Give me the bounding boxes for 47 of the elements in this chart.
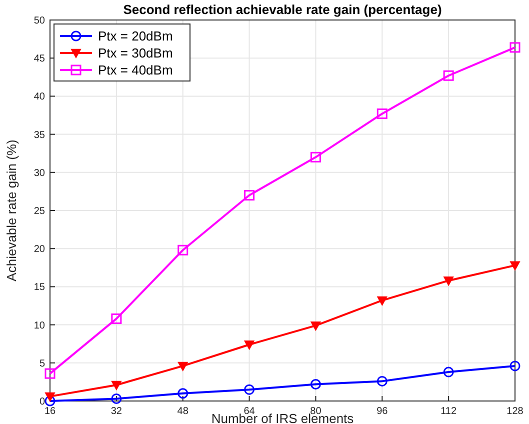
point bbox=[310, 378, 321, 390]
legend-label: Ptx = 40dBm bbox=[98, 62, 173, 78]
x-tick-label: 32 bbox=[110, 406, 122, 417]
x-tick-label: 128 bbox=[506, 406, 524, 417]
point bbox=[111, 380, 122, 390]
point bbox=[510, 42, 520, 53]
y-tick-label: 10 bbox=[34, 320, 46, 332]
point bbox=[376, 376, 388, 386]
y-tick-label: 0 bbox=[39, 396, 46, 408]
y-tick-label: 5 bbox=[39, 358, 46, 370]
point bbox=[443, 70, 454, 81]
y-tick-label: 50 bbox=[34, 16, 46, 26]
x-tick-label: 16 bbox=[44, 406, 56, 417]
y-tick-label: 20 bbox=[34, 244, 46, 256]
y-tick-label: 40 bbox=[34, 92, 46, 103]
point bbox=[111, 313, 122, 324]
y-tick-label: 25 bbox=[34, 206, 46, 217]
point bbox=[310, 321, 321, 331]
point bbox=[510, 261, 520, 270]
y-axis-title: Achievable rate gain (%) bbox=[4, 140, 19, 282]
point bbox=[376, 108, 388, 119]
x-tick-label: 112 bbox=[440, 406, 457, 417]
point bbox=[377, 296, 388, 306]
y-tick-label: 35 bbox=[34, 130, 46, 141]
point bbox=[510, 360, 520, 372]
point bbox=[44, 368, 56, 379]
point bbox=[444, 276, 454, 286]
x-tick-label: 64 bbox=[244, 406, 256, 417]
point bbox=[244, 340, 254, 350]
y-tick-label: 45 bbox=[34, 54, 46, 65]
point bbox=[178, 362, 188, 371]
point bbox=[244, 384, 255, 395]
y-tick-label: 30 bbox=[34, 168, 46, 179]
legend-label: Ptx = 30dBm bbox=[98, 46, 173, 60]
point bbox=[310, 152, 321, 162]
x-tick-label: 96 bbox=[376, 406, 388, 417]
point bbox=[45, 392, 55, 402]
x-tick-label: 48 bbox=[177, 406, 189, 417]
point bbox=[178, 244, 188, 256]
point bbox=[178, 388, 188, 399]
y-tick-label: 15 bbox=[34, 282, 46, 294]
chart-title: Second reflection achievable rate gain (percentage) bbox=[123, 2, 442, 17]
point bbox=[443, 366, 454, 378]
legend-label: Ptx = 20dBm bbox=[98, 28, 173, 44]
point bbox=[244, 190, 255, 201]
point bbox=[111, 393, 122, 404]
point bbox=[44, 396, 56, 406]
